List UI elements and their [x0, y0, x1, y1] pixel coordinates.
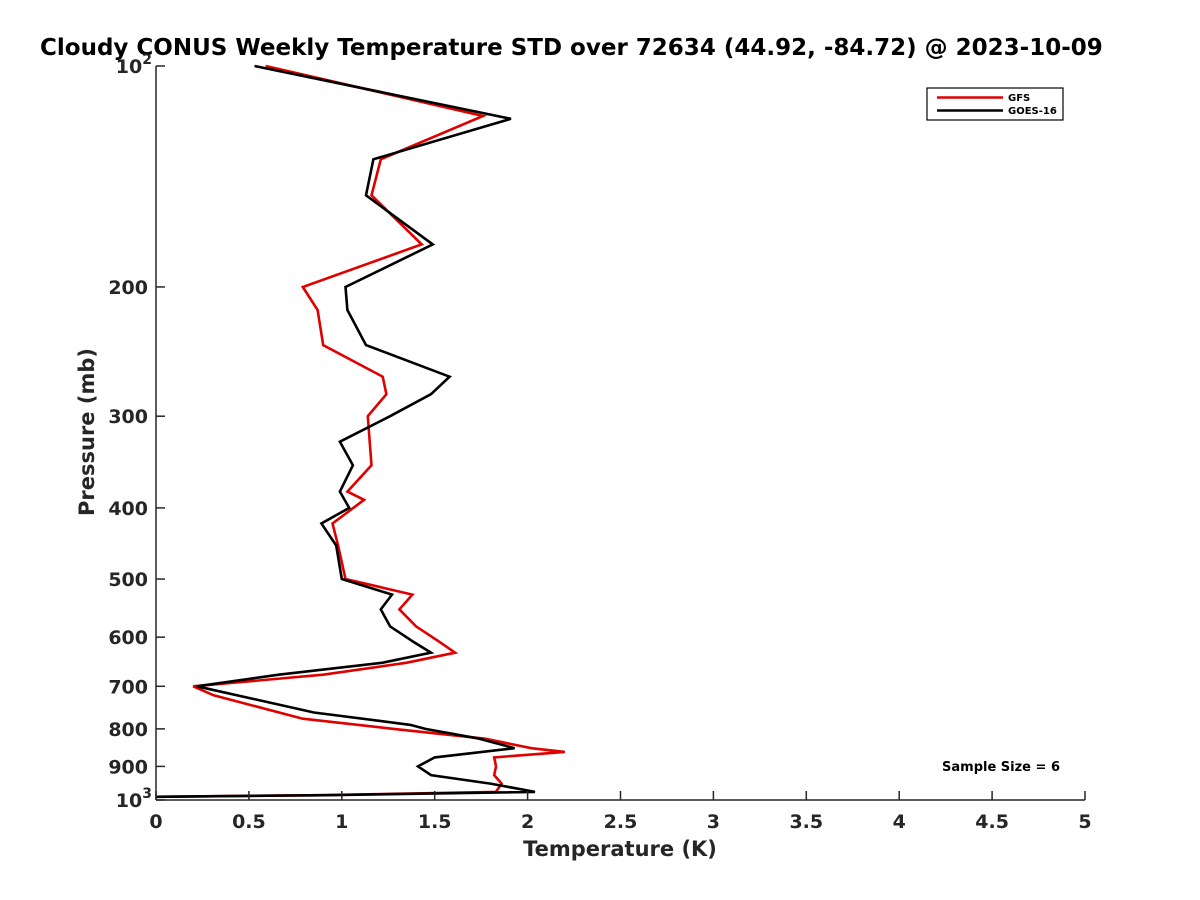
legend-box: [926, 87, 1064, 121]
y-tick-label: 300: [108, 406, 148, 428]
x-tick-label: 5: [1078, 811, 1091, 833]
y-tick-label: 500: [108, 569, 148, 591]
x-axis-label: Temperature (K): [523, 837, 717, 861]
series-layer: [155, 64, 565, 799]
y-axis-label: Pressure (mb): [75, 348, 99, 516]
x-tick-label: 1: [335, 811, 348, 833]
series-line-gfs: [155, 64, 565, 799]
chart-title: Cloudy CONUS Weekly Temperature STD over…: [40, 35, 1103, 61]
legend-label-goes16: GOES-16: [1008, 106, 1057, 117]
x-tick-label: 0.5: [232, 811, 266, 833]
x-tick-label: 3.5: [789, 811, 823, 833]
x-tick-label: 2: [521, 811, 534, 833]
series-line-goes16: [155, 64, 536, 799]
x-tick-label: 3: [707, 811, 720, 833]
y-tick-label: 700: [108, 676, 148, 698]
x-tick-label: 4.5: [975, 811, 1009, 833]
x-tick-label: 2.5: [604, 811, 638, 833]
y-tick-label: 800: [108, 719, 148, 741]
y-tick-label: 200: [108, 277, 148, 299]
x-tick-label: 0: [149, 811, 162, 833]
y-tick-label: 103: [116, 786, 152, 812]
axes-layer: 0 0.5 1 1.5 2 2.5 3 3.5 4 4.5 5 102 200 300 400 500 600 7…: [108, 52, 1091, 833]
y-tick-label: 600: [108, 627, 148, 649]
sample-size-annotation: Sample Size = 6: [942, 760, 1060, 775]
y-tick-label: 400: [108, 498, 148, 520]
y-tick-label: 102: [116, 52, 152, 78]
y-tick-label: 900: [108, 756, 148, 778]
legend-label-gfs: GFS: [1008, 93, 1030, 104]
legend: GFS GOES-16: [926, 87, 1064, 121]
x-tick-label: 1.5: [418, 811, 452, 833]
x-tick-label: 4: [893, 811, 906, 833]
